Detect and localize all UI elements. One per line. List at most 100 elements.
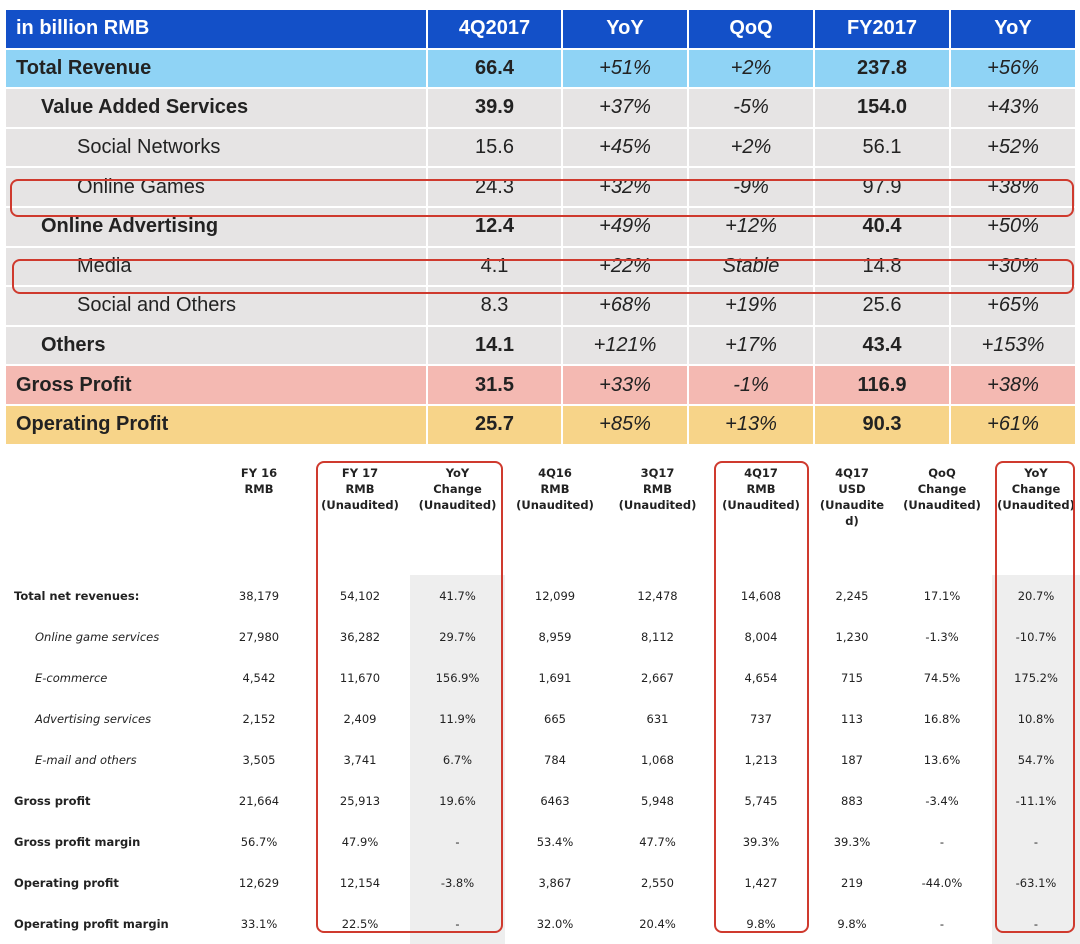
row-value-added-services: Value Added Services 39.9 +37% -5% 154.0… [6,88,1077,129]
cell-4q2017: 14.1 [427,325,563,367]
cell-4q2017: 31.5 [427,365,563,406]
cell-fy2017: 40.4 [814,206,951,248]
cell-4q2017: 24.3 [427,167,563,208]
cell-fy-yoy: +38% [950,365,1077,406]
cell-yoy-change: 29.7% [410,616,505,657]
cell-yoy-change: -3.8% [410,862,505,903]
summary-header-row: in billion RMB 4Q2017 YoY QoQ FY2017 YoY [6,10,1077,50]
row-social-networks: Social Networks 15.6 +45% +2% 56.1 +52% [6,127,1077,169]
detail-row-label: Operating profit [14,875,119,890]
cell-fy-yoy: +38% [950,167,1077,208]
cell-qoq: -1% [688,365,815,406]
cell-yoy-change: - [410,903,505,944]
detail-row-online-game-services: Online game services 27,980 36,282 29.7% 8,9… [0,616,1080,657]
cell-fy2017: 116.9 [814,365,951,406]
cell-fy-yoy: +43% [950,88,1077,129]
cell-fy16: 21,664 [238,793,280,808]
detail-row-e-commerce: E-commerce 4,542 11,670 156.9% 1,691 2,667 4,6… [0,657,1080,698]
cell-yoy-change-q: 175.2% [992,657,1080,698]
cell-qoq: +19% [688,286,815,327]
cell-fy-yoy: +50% [950,206,1077,248]
cell-fy17: 22.5% [341,916,379,931]
row-others: Others 14.1 +121% +17% 43.4 +153% [6,325,1077,367]
cell-yoy-change-q: - [992,903,1080,944]
cell-3q17: 1,068 [641,752,674,767]
cell-fy16: 3,505 [242,752,276,767]
row-label: Value Added Services [6,88,428,129]
row-online-games: Online Games 24.3 +32% -9% 97.9 +38% [6,167,1077,208]
header-yoy-change: YoY Change (Unaudited) [418,466,497,512]
header-4q17-usd: 4Q17 USD (Unaudite d) [819,466,885,528]
cell-4q16: 8,959 [538,629,572,644]
cell-qoq: +2% [688,48,815,90]
detail-row-label: Total net revenues: [14,588,140,603]
cell-3q17: 20.4% [639,916,676,931]
cell-yoy-change-q: -63.1% [992,862,1080,903]
cell-qoq-change: - [939,916,945,931]
cell-yoy-change: 41.7% [410,575,505,616]
cell-fy16: 33.1% [240,916,278,931]
cell-4q17-rmb: 14,608 [740,588,782,603]
cell-yoy: +37% [562,88,689,129]
cell-4q17-usd: 219 [841,875,863,890]
cell-4q17-usd: 1,230 [835,629,869,644]
cell-yoy: +51% [562,48,689,90]
cell-4q16: 3,867 [538,875,572,890]
cell-4q17-usd: 2,245 [835,588,869,603]
detail-header-row: FY 16 RMB FY 17 RMB (Unaudited) YoY Chan… [0,457,1080,575]
detail-row-label: Advertising services [35,711,152,726]
row-label: Others [6,325,428,367]
cell-qoq-change: -1.3% [925,629,959,644]
cell-4q17-usd: 883 [841,793,863,808]
cell-fy2017: 154.0 [814,88,951,129]
cell-qoq: Stable [688,246,815,288]
cell-4q16: 784 [544,752,566,767]
cell-4q17-rmb: 1,427 [744,875,778,890]
header-qoq: QoQ [688,10,815,50]
cell-yoy: +85% [562,404,689,446]
row-label: Gross Profit [6,365,428,406]
cell-yoy: +22% [562,246,689,288]
row-label: Media [6,246,428,288]
cell-fy-yoy: +52% [950,127,1077,169]
cell-fy17: 36,282 [339,629,381,644]
cell-3q17: 12,478 [637,588,678,603]
cell-4q2017: 8.3 [427,286,563,327]
cell-fy2017: 237.8 [814,48,951,90]
header-3q17: 3Q17 RMB (Unaudited) [618,466,697,512]
cell-4q17-rmb: 39.3% [742,834,780,849]
cell-yoy: +45% [562,127,689,169]
cell-yoy: +32% [562,167,689,208]
row-label: Operating Profit [6,404,428,446]
cell-4q2017: 66.4 [427,48,563,90]
revenue-summary-table: in billion RMB 4Q2017 YoY QoQ FY2017 YoY… [6,10,1077,446]
header-yoy-change-q: YoY Change (Unaudited) [997,466,1075,512]
cell-3q17: 8,112 [641,629,674,644]
header-4q16: 4Q16 RMB (Unaudited) [516,466,594,512]
header-fy17: FY 17 RMB (Unaudited) [321,466,399,512]
cell-qoq-change: - [939,834,945,849]
cell-yoy: +33% [562,365,689,406]
cell-4q16: 1,691 [538,670,572,685]
cell-yoy: +68% [562,286,689,327]
cell-fy16: 4,542 [242,670,276,685]
cell-qoq-change: 74.5% [923,670,961,685]
header-yoy: YoY [562,10,689,50]
cell-4q2017: 12.4 [427,206,563,248]
cell-fy2017: 25.6 [814,286,951,327]
cell-4q17-rmb: 9.8% [746,916,776,931]
cell-yoy: +121% [562,325,689,367]
cell-yoy-change-q: 20.7% [992,575,1080,616]
cell-qoq-change: -44.0% [921,875,963,890]
row-media: Media 4.1 +22% Stable 14.8 +30% [6,246,1077,288]
cell-yoy-change: 6.7% [410,739,505,780]
cell-fy2017: 43.4 [814,325,951,367]
cell-qoq-change: 13.6% [923,752,961,767]
cell-4q17-rmb: 737 [750,711,772,726]
cell-3q17: 47.7% [639,834,676,849]
row-operating-profit: Operating Profit 25.7 +85% +13% 90.3 +61… [6,404,1077,446]
detail-row-gross-profit-margin: Gross profit margin 56.7% 47.9% - 53.4% 47.7%… [0,821,1080,862]
detail-row-total-net-revenues: Total net revenues: 38,179 54,102 41.7% 12,0… [0,575,1080,616]
detail-row-label: Online game services [35,629,160,644]
cell-4q17-usd: 187 [841,752,863,767]
